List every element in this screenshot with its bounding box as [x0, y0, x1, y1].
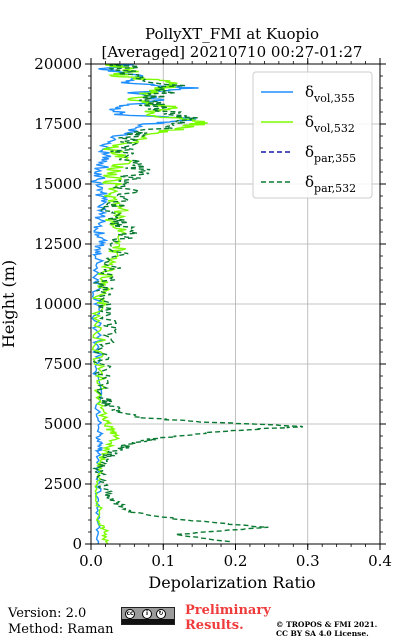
- legend-label: δpar,532: [305, 173, 356, 195]
- preliminary-line1: Preliminary: [185, 603, 271, 618]
- y-tick-label: 12500: [34, 235, 82, 253]
- y-tick-label: 15000: [34, 175, 82, 193]
- legend-label: δvol,355: [305, 83, 355, 105]
- method-text: Method: Raman: [8, 622, 114, 637]
- y-axis-label: Height (m): [0, 260, 18, 348]
- copyright-line1: © TROPOS & FMI 2021.: [276, 620, 378, 629]
- info-icon: i: [142, 609, 152, 619]
- y-tick-label: 7500: [44, 355, 82, 373]
- y-tick-label: 20000: [34, 55, 82, 73]
- series-line-3: [92, 64, 304, 543]
- legend-box: [252, 71, 373, 199]
- y-tick-label: 0: [72, 535, 82, 553]
- depolarization-chart: PollyXT_FMI at Kuopio [Averaged] 2021071…: [0, 25, 392, 592]
- cc-icon: cc: [125, 609, 135, 619]
- cc-license-badge: cc i ↻: [121, 607, 175, 625]
- copyright-notice: © TROPOS & FMI 2021. CC BY SA 4.0 Licens…: [276, 620, 377, 638]
- x-axis-label: Depolarization Ratio: [148, 573, 315, 592]
- x-tick-label: 0.2: [224, 552, 248, 570]
- x-tick-label: 0.0: [79, 552, 103, 570]
- chart-subtitle: [Averaged] 20210710 00:27-01:27: [102, 43, 363, 61]
- x-tick-label: 0.3: [296, 552, 320, 570]
- sharealike-icon: ↻: [156, 609, 166, 619]
- legend-label: δvol,532: [305, 113, 355, 135]
- y-tick-label: 5000: [44, 415, 82, 433]
- preliminary-line2: Results.: [185, 618, 244, 633]
- chart-title: PollyXT_FMI at Kuopio: [145, 25, 319, 43]
- legend-label: δpar,355: [305, 143, 356, 165]
- copyright-line2: CC BY SA 4.0 License.: [276, 629, 369, 638]
- y-tick-label: 2500: [44, 475, 82, 493]
- x-tick-label: 0.1: [151, 552, 175, 570]
- axis-ticks: 0.0 0.1 0.2 0.3 0.4 0 2500 5000 7500 10000 12500 15…: [34, 55, 392, 570]
- series-lines: [91, 64, 304, 544]
- x-tick-label: 0.4: [368, 552, 392, 570]
- legend: δvol,355 δvol,532 δpar,355 δpar,532: [252, 71, 373, 199]
- preliminary-notice: Preliminary Results.: [185, 603, 271, 633]
- version-text: Version: 2.0: [8, 606, 87, 621]
- y-tick-label: 10000: [34, 295, 82, 313]
- y-tick-label: 17500: [34, 115, 82, 133]
